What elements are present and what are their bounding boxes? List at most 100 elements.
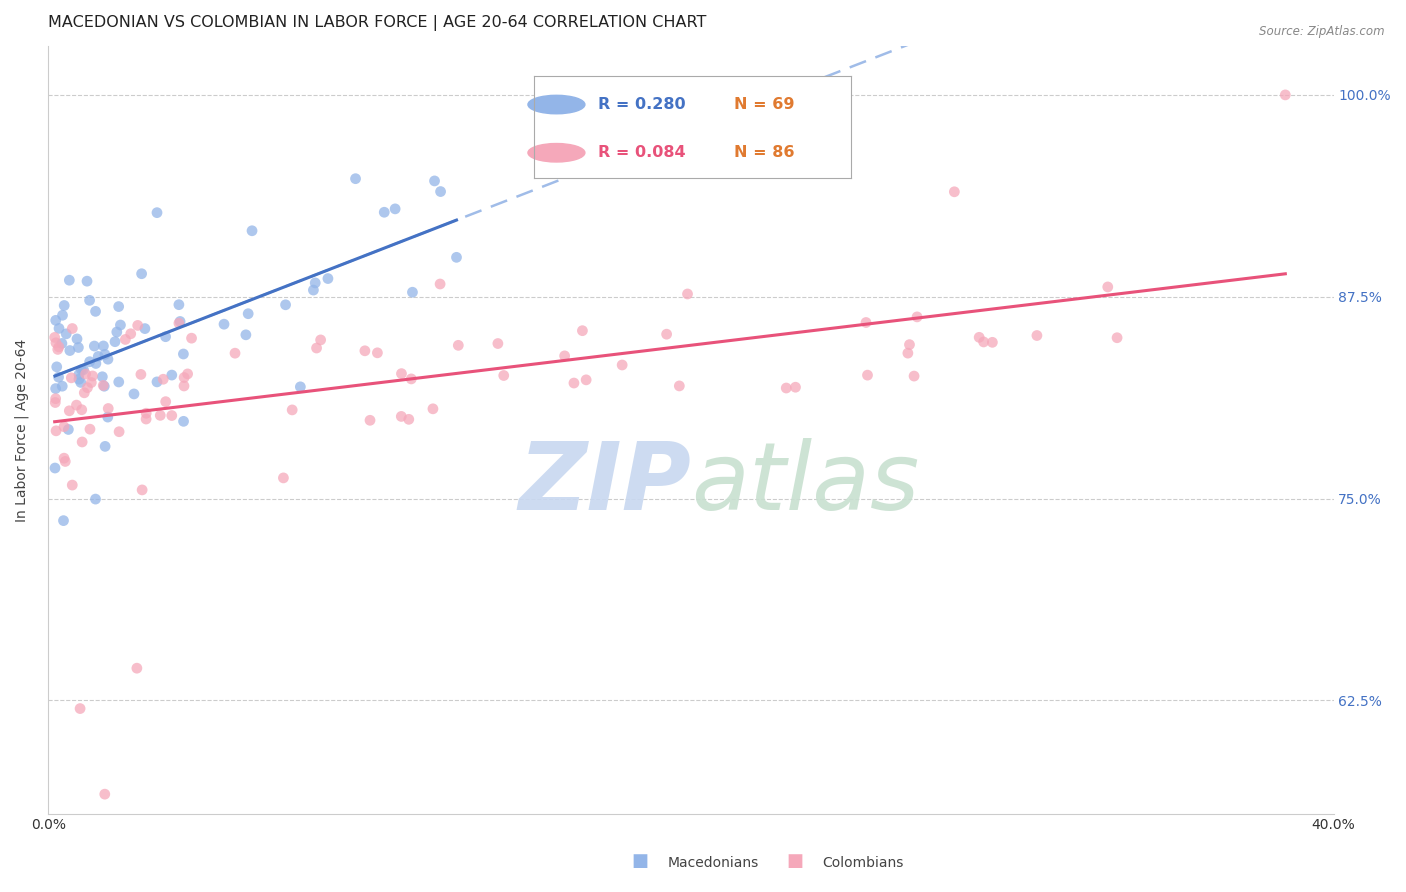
Point: [67, 372, 90, 386]
Point: [1025, 328, 1047, 343]
Y-axis label: In Labor Force | Age 20-64: In Labor Force | Age 20-64: [15, 338, 30, 522]
Point: [856, 368, 879, 383]
Point: [87, 350, 110, 364]
Point: [775, 381, 797, 395]
Point: [66, 332, 89, 346]
Point: [120, 326, 142, 341]
Point: [91, 369, 114, 384]
Point: [125, 661, 148, 675]
Point: [97, 352, 120, 367]
Point: [423, 174, 446, 188]
Point: [429, 185, 451, 199]
Point: [45, 359, 67, 374]
Point: [80, 376, 103, 390]
Circle shape: [529, 95, 585, 114]
Point: [67, 368, 90, 382]
Point: [107, 300, 129, 314]
Point: [176, 367, 198, 381]
Point: [93, 339, 115, 353]
Point: [398, 412, 420, 426]
Point: [97, 401, 120, 416]
Text: N = 86: N = 86: [734, 145, 794, 161]
Point: [69, 701, 91, 715]
Point: [131, 267, 153, 281]
Point: [167, 316, 190, 330]
Point: [58, 404, 80, 418]
Text: atlas: atlas: [690, 438, 920, 529]
Point: [51, 336, 73, 351]
Point: [655, 327, 678, 342]
Point: [84, 492, 107, 507]
Point: [668, 379, 690, 393]
Point: [82, 368, 104, 383]
Point: [60, 371, 83, 385]
Point: [366, 346, 388, 360]
Point: [354, 343, 377, 358]
Point: [973, 334, 995, 349]
Point: [48, 340, 70, 354]
Point: [135, 406, 157, 420]
Point: [97, 410, 120, 425]
Point: [905, 310, 928, 324]
Point: [173, 414, 195, 428]
Point: [981, 335, 1004, 350]
Point: [240, 224, 263, 238]
Point: [70, 362, 93, 376]
Point: [105, 325, 128, 339]
Point: [134, 321, 156, 335]
Point: [73, 385, 96, 400]
Point: [46, 343, 69, 357]
Point: [69, 376, 91, 390]
Text: Source: ZipAtlas.com: Source: ZipAtlas.com: [1260, 25, 1385, 38]
Point: [274, 298, 297, 312]
Point: [167, 298, 190, 312]
Point: [1097, 280, 1119, 294]
Point: [127, 318, 149, 333]
Point: [903, 369, 925, 384]
Point: [173, 379, 195, 393]
Point: [309, 333, 332, 347]
Point: [79, 354, 101, 368]
Point: [447, 338, 470, 352]
Point: [114, 333, 136, 347]
Point: [967, 330, 990, 344]
Point: [45, 392, 67, 406]
Text: ■: ■: [786, 852, 803, 870]
Point: [55, 326, 77, 341]
Point: [373, 205, 395, 219]
Point: [224, 346, 246, 360]
Point: [52, 514, 75, 528]
Point: [610, 358, 633, 372]
Point: [44, 395, 66, 409]
Point: [94, 347, 117, 361]
Point: [75, 367, 97, 381]
Text: R = 0.280: R = 0.280: [598, 97, 685, 112]
Point: [302, 283, 325, 297]
Point: [79, 422, 101, 436]
Point: [180, 331, 202, 345]
Point: [91, 378, 114, 392]
Point: [304, 276, 326, 290]
Point: [290, 380, 312, 394]
Point: [155, 329, 177, 343]
Point: [135, 412, 157, 426]
Point: [943, 185, 966, 199]
Point: [273, 471, 295, 485]
Point: [53, 454, 76, 468]
Point: [84, 304, 107, 318]
Text: ■: ■: [631, 852, 648, 870]
Point: [855, 316, 877, 330]
Point: [45, 335, 67, 350]
Point: [391, 367, 413, 381]
Point: [76, 381, 98, 395]
Point: [65, 398, 87, 412]
Point: [235, 327, 257, 342]
Point: [67, 341, 90, 355]
Point: [389, 409, 412, 424]
Point: [554, 349, 576, 363]
Point: [83, 339, 105, 353]
Point: [169, 314, 191, 328]
Point: [160, 409, 183, 423]
Point: [173, 370, 195, 384]
Point: [79, 293, 101, 308]
